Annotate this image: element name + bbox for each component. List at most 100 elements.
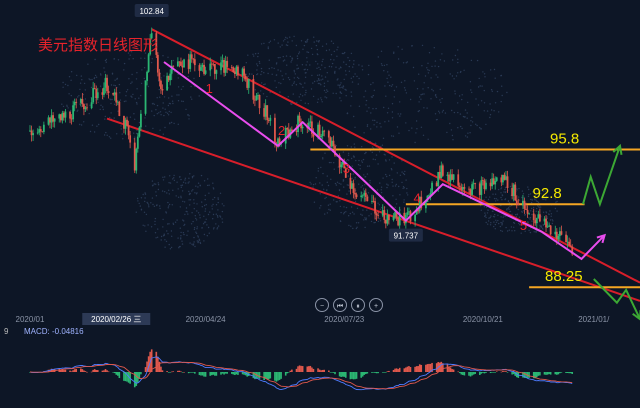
zoom-in-button[interactable]: + <box>369 298 383 312</box>
map-dot <box>535 230 537 232</box>
map-dot <box>119 92 121 94</box>
candle-body <box>566 241 569 243</box>
candle-body <box>224 60 227 73</box>
map-dot <box>388 74 390 76</box>
map-dot <box>98 123 100 126</box>
macd-bar <box>187 372 190 374</box>
map-dot <box>321 75 323 77</box>
map-dot <box>321 45 324 47</box>
map-dot <box>300 83 302 86</box>
macd-bar <box>150 349 153 372</box>
map-dot <box>471 91 473 94</box>
candle-body <box>86 107 88 109</box>
map-dot <box>85 103 87 105</box>
map-dot <box>306 57 308 59</box>
map-dot <box>167 114 170 116</box>
map-dot <box>483 89 485 92</box>
map-dot <box>266 95 268 98</box>
map-dot <box>495 200 497 202</box>
map-dot <box>319 182 321 184</box>
prev-button-ring <box>333 298 347 312</box>
map-dot <box>138 121 141 124</box>
macd-bar <box>190 372 193 373</box>
map-dot <box>154 223 156 226</box>
macd-bar <box>534 372 537 379</box>
map-dot <box>263 72 265 74</box>
map-dot <box>188 118 190 120</box>
candle-body <box>107 91 110 93</box>
map-dot <box>152 184 154 186</box>
macd-bar <box>203 372 205 377</box>
map-dot <box>135 211 137 213</box>
map-dot <box>486 110 489 112</box>
map-dot <box>469 132 471 134</box>
map-dot <box>435 74 437 76</box>
map-dot <box>110 99 112 101</box>
map-dot <box>383 106 385 109</box>
map-dot <box>462 115 465 118</box>
map-dot <box>128 58 130 60</box>
map-dot <box>330 178 332 180</box>
map-dot <box>168 97 170 99</box>
map-dot <box>404 89 407 91</box>
macd-bar <box>181 372 184 373</box>
map-dot <box>172 59 175 62</box>
map-dot <box>381 144 384 146</box>
map-dot <box>481 85 483 87</box>
map-dot <box>370 213 372 215</box>
macd-bar <box>75 368 78 372</box>
macd-bar <box>549 372 552 375</box>
map-dot <box>113 58 115 60</box>
zoom-in-button-ring <box>369 298 383 312</box>
map-dot <box>179 245 181 248</box>
map-dot <box>317 170 319 172</box>
macd-bar <box>429 363 432 372</box>
macd-bar <box>560 372 563 373</box>
candle-body <box>144 80 147 114</box>
candle-body <box>47 117 50 125</box>
candle-body <box>223 59 225 73</box>
map-dot <box>457 49 459 51</box>
candle-body <box>81 99 84 105</box>
map-dot <box>358 77 360 80</box>
macd-bar <box>183 371 185 373</box>
map-dot <box>392 185 394 187</box>
map-dot <box>434 95 437 97</box>
macd-bar <box>491 372 493 373</box>
map-dot <box>327 204 330 206</box>
map-dot <box>529 231 532 234</box>
map-dot <box>397 58 400 60</box>
map-dot <box>386 77 388 80</box>
map-dot <box>368 165 371 167</box>
map-dot <box>356 207 359 209</box>
map-dot <box>368 64 370 67</box>
map-dot <box>159 129 161 131</box>
map-dot <box>533 198 536 200</box>
prev-button[interactable]: ⏮ <box>333 298 347 312</box>
map-dot <box>326 212 329 214</box>
map-dot <box>321 184 323 186</box>
map-dot <box>350 225 352 227</box>
map-dot <box>324 96 326 98</box>
macd-bar <box>280 372 282 379</box>
map-dot <box>413 80 416 82</box>
map-dot <box>191 190 193 192</box>
map-dot <box>393 162 395 164</box>
map-dot <box>162 133 164 135</box>
pause-button[interactable]: ⏸ <box>351 298 365 312</box>
macd-bar <box>383 372 386 373</box>
macd-bar <box>440 361 443 372</box>
candle-body <box>183 59 185 68</box>
map-dot <box>470 120 472 122</box>
map-dot <box>289 36 291 38</box>
zoom-out-button[interactable]: − <box>315 298 329 312</box>
map-dot <box>364 218 367 221</box>
map-dot <box>162 102 164 104</box>
map-dot <box>403 201 405 203</box>
map-dot <box>529 218 531 220</box>
macd-bar <box>204 372 207 377</box>
map-dot <box>508 208 510 210</box>
map-dot <box>176 219 178 221</box>
macd-bar <box>360 372 362 378</box>
map-dot <box>195 193 198 195</box>
